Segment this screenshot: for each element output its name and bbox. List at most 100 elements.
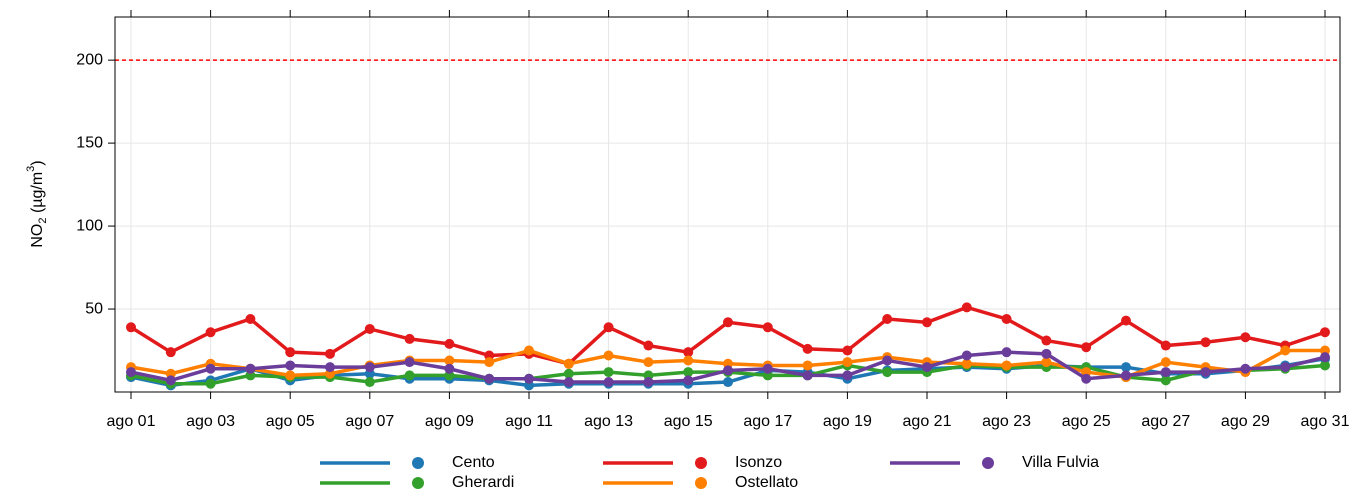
data-point (1081, 342, 1092, 353)
y-tick-label: 100 (76, 217, 103, 234)
data-point (404, 333, 415, 344)
data-point (1240, 363, 1251, 374)
data-point (165, 375, 176, 386)
data-point (683, 347, 694, 358)
data-point (961, 302, 972, 313)
legend-label: Villa Fulvia (1022, 454, 1099, 471)
legend-marker (412, 457, 424, 469)
data-point (1320, 360, 1330, 371)
data-point (404, 357, 415, 368)
data-point (325, 362, 335, 373)
data-point (1041, 335, 1052, 346)
data-point (1240, 332, 1251, 343)
legend-marker (982, 457, 994, 469)
data-point (1160, 375, 1171, 386)
data-point (205, 378, 216, 389)
y-tick-label: 150 (76, 134, 103, 151)
data-point (165, 347, 176, 358)
data-point (762, 363, 773, 374)
data-point (1160, 357, 1171, 368)
x-tick-label: ago 07 (345, 413, 394, 430)
data-point (643, 357, 654, 368)
data-point (404, 370, 415, 381)
data-point (1041, 357, 1052, 368)
data-point (842, 370, 853, 381)
data-point (882, 367, 893, 378)
y-label-part: ) (29, 160, 46, 165)
data-point (285, 347, 296, 358)
data-point (205, 363, 216, 374)
data-point (563, 377, 574, 388)
data-point (1121, 370, 1131, 381)
y-axis-label: NO2 (µg/m3) (25, 160, 49, 247)
data-point (285, 370, 296, 381)
data-point (245, 363, 256, 374)
data-point (205, 327, 216, 338)
data-point (882, 355, 893, 366)
data-point (484, 373, 495, 384)
x-tick-label: ago 13 (584, 413, 633, 430)
y-tick-label: 50 (85, 300, 103, 317)
data-point (842, 345, 853, 356)
x-tick-label: ago 01 (107, 413, 156, 430)
legend-marker (695, 457, 707, 469)
data-point (444, 355, 455, 366)
data-point (683, 355, 694, 366)
data-point (126, 322, 136, 333)
data-point (842, 357, 853, 368)
data-point (285, 360, 296, 371)
data-point (364, 377, 375, 388)
data-point (643, 377, 654, 388)
data-point (603, 350, 614, 361)
x-tick-label: ago 29 (1221, 413, 1270, 430)
x-tick-label: ago 17 (743, 413, 792, 430)
data-point (1320, 352, 1330, 363)
legend-label: Isonzo (735, 454, 782, 471)
data-point (1081, 373, 1092, 384)
plot-frame (114, 16, 1341, 393)
data-point (1280, 362, 1291, 373)
data-point (802, 360, 813, 371)
data-point (683, 367, 694, 378)
data-point (1001, 347, 1012, 358)
data-point (603, 367, 614, 378)
data-point (484, 357, 495, 368)
legend-marker (695, 477, 707, 489)
data-point (1280, 345, 1291, 356)
x-tick-label: ago 15 (664, 413, 713, 430)
data-point (1200, 337, 1211, 348)
data-point (444, 363, 455, 374)
data-point (723, 317, 733, 328)
data-point (325, 348, 335, 359)
x-tick-label: ago 21 (903, 413, 952, 430)
y-label-part: NO (29, 224, 46, 248)
data-point (1041, 348, 1052, 359)
data-point (961, 350, 972, 361)
y-label-sub: 2 (37, 218, 49, 224)
x-tick-label: ago 19 (823, 413, 872, 430)
x-tick-label: ago 05 (266, 413, 315, 430)
data-point (245, 313, 256, 324)
x-tick-label: ago 03 (186, 413, 235, 430)
data-point (603, 322, 614, 333)
data-point (1160, 367, 1171, 378)
data-point (563, 358, 574, 369)
data-point (922, 317, 932, 328)
data-point (723, 377, 733, 388)
data-point (1200, 367, 1211, 378)
legend-label: Cento (452, 454, 495, 471)
x-tick-label: ago 09 (425, 413, 474, 430)
x-tick-label: ago 31 (1301, 413, 1350, 430)
data-point (1121, 315, 1131, 326)
data-point (126, 367, 136, 378)
data-point (1160, 340, 1171, 351)
data-point (1001, 313, 1012, 324)
data-point (524, 373, 534, 384)
data-point (961, 358, 972, 369)
x-tick-label: ago 11 (505, 413, 553, 430)
data-point (1121, 362, 1131, 373)
y-label-part: (µg/m (29, 172, 46, 218)
data-point (643, 340, 654, 351)
data-point (364, 362, 375, 373)
